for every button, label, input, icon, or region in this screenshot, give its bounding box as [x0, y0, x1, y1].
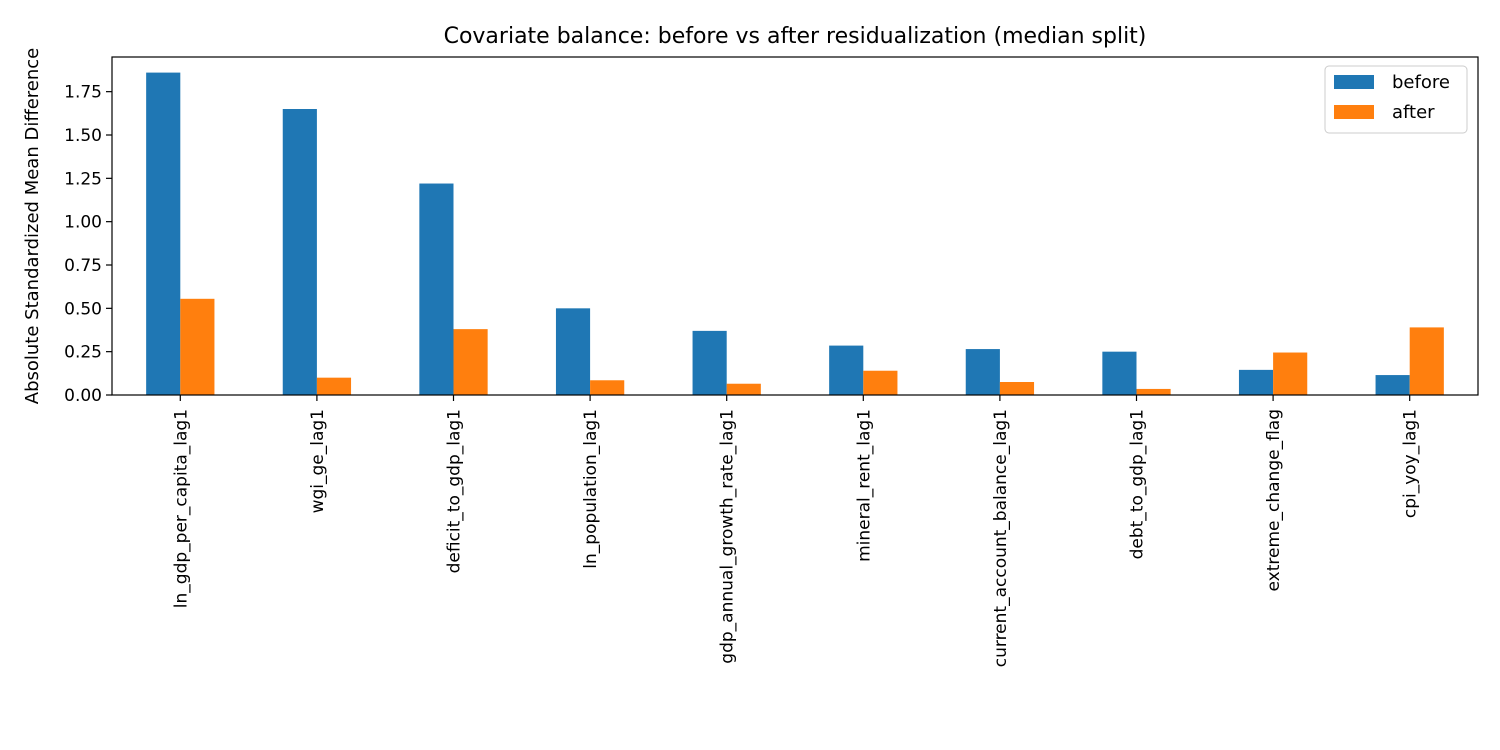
x-tick-label: debt_to_gdp_lag1	[1128, 409, 1148, 559]
chart-title: Covariate balance: before vs after resid…	[444, 24, 1147, 49]
bar-before-extreme_change_flag	[1238, 369, 1274, 395]
bar-before-cpi_yoy_lag1	[1375, 375, 1410, 395]
bar-after-cpi_yoy_lag1	[1409, 327, 1444, 395]
bar-before-ln_gdp_per_capita_lag1	[146, 72, 181, 395]
bar-after-mineral_rent_lag1	[863, 370, 898, 395]
y-tick-label: 0.00	[64, 386, 102, 406]
legend-label-before: before	[1392, 72, 1450, 93]
y-axis-label: Absolute Standardized Mean Difference	[22, 48, 43, 405]
bar-before-wgi_ge_lag1	[282, 109, 317, 395]
y-tick-label: 1.25	[64, 169, 102, 189]
bar-before-current_account_balance_lag1	[965, 349, 1000, 395]
y-axis: 0.00 0.25 0.50 0.75 1.00 1.25 1.50 1.75	[64, 83, 112, 406]
bar-before-mineral_rent_lag1	[829, 345, 864, 395]
x-tick-label: deficit_to_gdp_lag1	[445, 409, 465, 573]
bars-group	[146, 72, 1444, 395]
bar-after-ln_gdp_per_capita_lag1	[180, 298, 215, 395]
x-tick-label: cpi_yoy_lag1	[1401, 409, 1421, 518]
bar-after-gdp_annual_growth_rate_lag1	[726, 383, 761, 395]
bar-after-current_account_balance_lag1	[999, 382, 1035, 395]
y-tick-label: 0.75	[64, 256, 102, 276]
x-tick-label: ln_gdp_per_capita_lag1	[171, 409, 191, 608]
x-tick-label: extreme_change_flag	[1264, 409, 1284, 591]
x-tick-label: ln_population_lag1	[581, 409, 601, 569]
y-tick-label: 0.50	[64, 299, 102, 319]
bar-before-deficit_to_gdp_lag1	[419, 183, 454, 395]
legend-label-after: after	[1392, 102, 1435, 123]
x-tick-label: current_account_balance_lag1	[991, 409, 1011, 667]
y-tick-label: 1.75	[64, 83, 102, 103]
bar-after-wgi_ge_lag1	[316, 377, 352, 395]
y-tick-label: 1.50	[64, 126, 102, 146]
bar-after-extreme_change_flag	[1273, 352, 1308, 395]
x-axis: ln_gdp_per_capita_lag1 wgi_ge_lag1 deficit…	[171, 395, 1421, 667]
x-tick-label: mineral_rent_lag1	[854, 409, 874, 562]
bar-after-ln_population_lag1	[590, 380, 625, 395]
y-tick-label: 1.00	[64, 213, 102, 233]
plot-frame	[111, 56, 1479, 396]
legend-swatch-after	[1334, 105, 1374, 119]
bar-after-debt_to_gdp_lag1	[1136, 388, 1171, 395]
legend-swatch-before	[1334, 75, 1374, 89]
y-tick-label: 0.25	[64, 343, 102, 363]
bar-after-deficit_to_gdp_lag1	[453, 329, 488, 395]
bar-before-debt_to_gdp_lag1	[1102, 351, 1137, 395]
bar-before-ln_population_lag1	[555, 308, 591, 395]
x-tick-label: wgi_ge_lag1	[308, 409, 328, 513]
x-tick-label: gdp_annual_growth_rate_lag1	[718, 409, 738, 664]
legend: before after	[1324, 65, 1468, 134]
bar-before-gdp_annual_growth_rate_lag1	[692, 330, 727, 395]
